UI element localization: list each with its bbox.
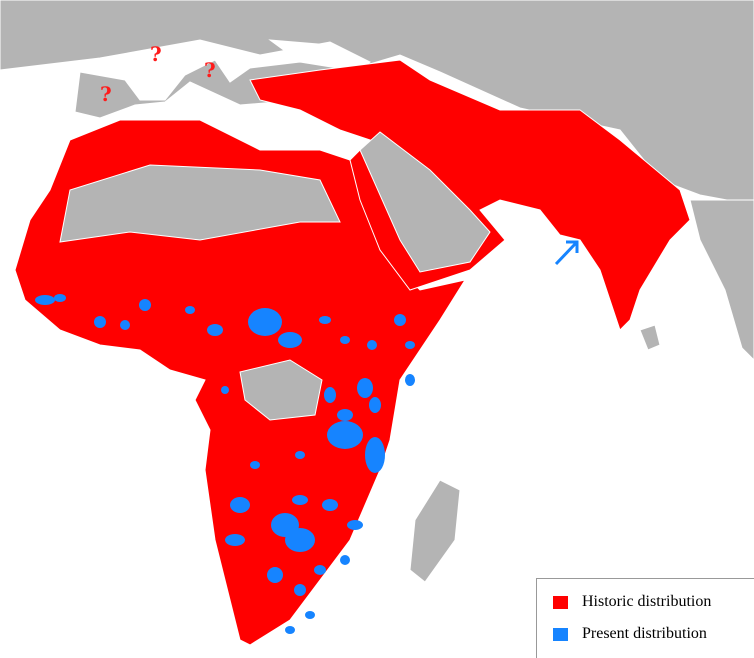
present-range-patch [295, 451, 305, 459]
present-range-patch [207, 324, 223, 336]
present-range-patch [394, 314, 406, 326]
present-range-patch [54, 294, 66, 302]
present-range-patch [94, 316, 106, 328]
legend: Historic distribution Present distributi… [536, 578, 754, 658]
southeast-asia-land [689, 199, 754, 361]
asia-historic-range [249, 59, 691, 331]
present-range-patch [225, 534, 245, 546]
arabia-land [359, 131, 491, 273]
uncertain-marker: ? [150, 42, 162, 66]
present-range-patch [337, 409, 353, 421]
uncertain-marker: ? [204, 58, 216, 82]
present-range-patch [347, 520, 363, 530]
present-range-patch [405, 374, 415, 386]
legend-item-present: Present distribution [553, 625, 707, 643]
present-range-patch [340, 336, 350, 344]
uncertain-marker: ? [100, 82, 112, 106]
present-range-patch [294, 584, 306, 596]
historic-swatch [553, 595, 568, 609]
present-range-patch [365, 437, 385, 473]
present-range-patch [367, 340, 377, 350]
present-range-patch [357, 378, 373, 398]
present-range-patch [250, 461, 260, 469]
present-range-patch [230, 497, 250, 513]
legend-label: Historic distribution [582, 593, 712, 610]
present-range-patch [139, 299, 151, 311]
present-range-patch [248, 308, 282, 336]
arrow-head-icon [566, 240, 579, 253]
present-range-patch [405, 341, 415, 349]
madagascar-land [409, 479, 461, 583]
present-range-patch [369, 397, 381, 413]
legend-label: Present distribution [582, 625, 707, 642]
arrow-icon [554, 241, 578, 266]
present-range-patch [322, 499, 338, 511]
present-range-patch [314, 565, 326, 575]
present-range-patch [324, 387, 336, 403]
present-range-patch [285, 528, 315, 552]
present-range-patch [340, 555, 350, 565]
present-range-patch [35, 295, 55, 305]
sahara-land [59, 164, 341, 243]
present-range-patch [319, 316, 331, 324]
present-range-patch [292, 495, 308, 505]
present-range-patch [185, 306, 195, 314]
black-sea-area [268, 39, 361, 63]
present-swatch [553, 627, 568, 641]
present-range-patch [285, 626, 295, 634]
present-range-patch [221, 386, 229, 394]
present-range-patch [120, 320, 130, 330]
present-range-patch [278, 332, 302, 348]
present-range-patch [267, 567, 283, 583]
present-range-patch [327, 421, 363, 449]
present-range-patch [305, 611, 315, 619]
congo-basin-land [239, 359, 323, 421]
legend-item-historic: Historic distribution [553, 593, 711, 611]
sri-lanka-land [639, 324, 661, 351]
